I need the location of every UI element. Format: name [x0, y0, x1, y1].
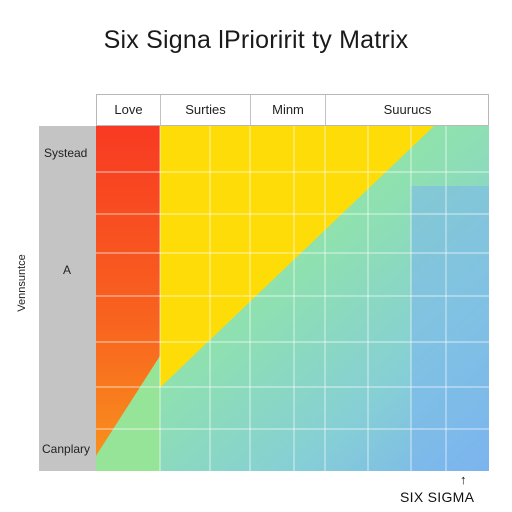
row-label-bottom: Canplary: [42, 442, 91, 456]
column-header-surties: Surties: [161, 95, 251, 125]
column-header-suurucs: Suurucs: [383, 102, 432, 117]
y-axis-label: Vennsuntce: [16, 254, 28, 312]
priority-matrix-graphic: [96, 126, 489, 471]
page-title: Six Signa lPrioririt ty Matrix: [103, 26, 409, 54]
column-header-row: Love Surties Minm Suurucs: [96, 94, 489, 126]
row-label-middle: A: [63, 263, 72, 277]
column-header-love: Love: [97, 95, 161, 125]
blue-zone: [411, 186, 489, 471]
priority-matrix: [96, 126, 489, 471]
up-arrow-icon: ↑: [460, 472, 467, 487]
footer-label: SIX SIGMA: [400, 489, 475, 505]
grid-lines: [96, 126, 489, 471]
yellow-zone: [96, 126, 434, 401]
row-label-top: Systead: [44, 146, 88, 160]
red-orange-zone: [96, 126, 160, 456]
row-label-strip: [39, 126, 96, 471]
column-header-minm: Minm: [251, 95, 326, 125]
green-wedge: [96, 356, 160, 471]
